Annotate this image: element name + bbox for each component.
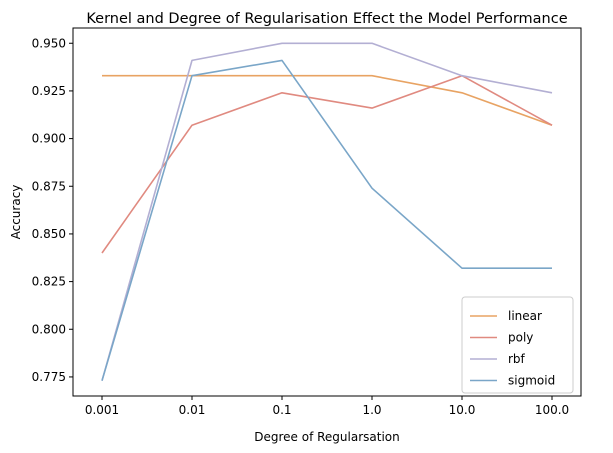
legend-label-sigmoid: sigmoid: [508, 374, 555, 388]
y-axis-label: Accuracy: [9, 185, 23, 240]
legend-label-linear: linear: [508, 309, 542, 323]
y-tick-label: 0.850: [32, 227, 66, 241]
y-tick-label: 0.800: [32, 322, 66, 336]
x-tick-label: 1.0: [362, 403, 381, 417]
series-line-linear: [102, 74, 553, 126]
series-line-poly: [101, 74, 553, 254]
x-tick-label: 100.0: [535, 403, 569, 417]
y-tick-label: 0.875: [32, 179, 66, 193]
y-tick-label: 0.825: [32, 275, 66, 289]
x-tick-label: 0.1: [272, 403, 291, 417]
x-tick-label: 0.001: [85, 403, 119, 417]
x-axis-label: Degree of Regularsation: [254, 430, 400, 444]
y-axis: 0.775 0.800 0.825 0.850 0.875 0.900 0.925 0.950: [32, 36, 73, 384]
x-axis: 0.001 0.01 0.1 1.0 10.0 100.0: [85, 396, 569, 417]
legend-label-rbf: rbf: [508, 352, 526, 366]
y-tick-label: 0.925: [32, 84, 66, 98]
y-tick-label: 0.950: [32, 36, 66, 50]
series-line-sigmoid: [101, 59, 552, 381]
chart-title: Kernel and Degree of Regularisation Effe…: [86, 11, 567, 27]
legend-box: [461, 296, 574, 394]
x-tick-label: 0.01: [179, 403, 206, 417]
y-tick-label: 0.775: [32, 370, 66, 384]
series-line-rbf: [101, 42, 553, 381]
legend: linear poly rbf sigmoid: [461, 296, 574, 394]
x-tick-label: 10.0: [449, 403, 476, 417]
plot-frame: [72, 27, 582, 397]
legend-label-poly: poly: [508, 331, 533, 345]
series-lines: [101, 42, 553, 381]
y-tick-label: 0.900: [32, 132, 66, 146]
